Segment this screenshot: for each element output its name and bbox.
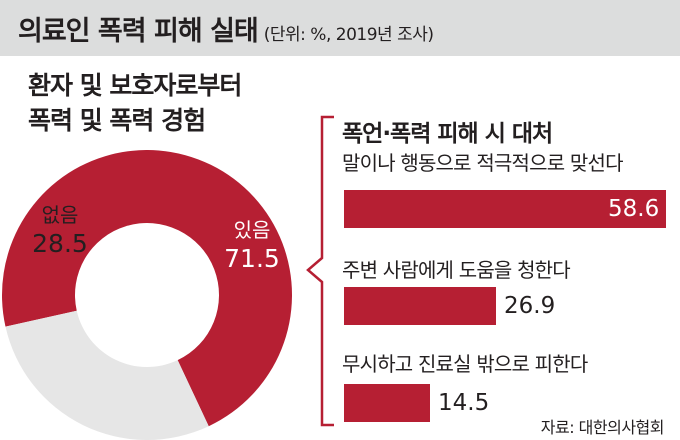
bar bbox=[344, 384, 430, 422]
donut-slice-no bbox=[5, 310, 209, 440]
bar-value-label: 58.6 bbox=[608, 196, 660, 222]
page-subtitle: (단위: %, 2019년 조사) bbox=[263, 25, 434, 45]
bar-category-label: 무시하고 진료실 밖으로 피한다 bbox=[342, 352, 588, 376]
donut-value-no: 28.5 bbox=[32, 229, 88, 258]
bar-category-label: 말이나 행동으로 적극적으로 맞선다 bbox=[342, 151, 623, 175]
donut-title-line-1: 환자 및 보호자로부터 bbox=[28, 71, 242, 100]
bracket-line bbox=[306, 115, 334, 427]
bar bbox=[344, 287, 496, 325]
donut-value-yes: 71.5 bbox=[224, 244, 280, 273]
donut-slice-yes bbox=[2, 150, 292, 427]
bar-category-label: 주변 사람에게 도움을 청한다 bbox=[342, 258, 571, 282]
bar-chart-title: 폭언·폭력 피해 시 대처 bbox=[342, 121, 553, 147]
bar-value-label: 26.9 bbox=[504, 293, 556, 319]
bar-value-label: 14.5 bbox=[438, 390, 490, 416]
donut-label-yes: 있음 bbox=[234, 218, 271, 242]
bar bbox=[344, 190, 666, 228]
source-note: 자료: 대한의사협회 bbox=[540, 418, 665, 437]
donut-label-no: 없음 bbox=[42, 203, 79, 227]
header-bar: 의료인 폭력 피해 실태 (단위: %, 2019년 조사) bbox=[0, 0, 680, 56]
donut-chart-title: 환자 및 보호자로부터 폭력 및 폭력 경험 bbox=[28, 68, 242, 138]
page-title: 의료인 폭력 피해 실태 bbox=[18, 16, 259, 47]
donut-title-line-2: 폭력 및 폭력 경험 bbox=[28, 106, 206, 135]
